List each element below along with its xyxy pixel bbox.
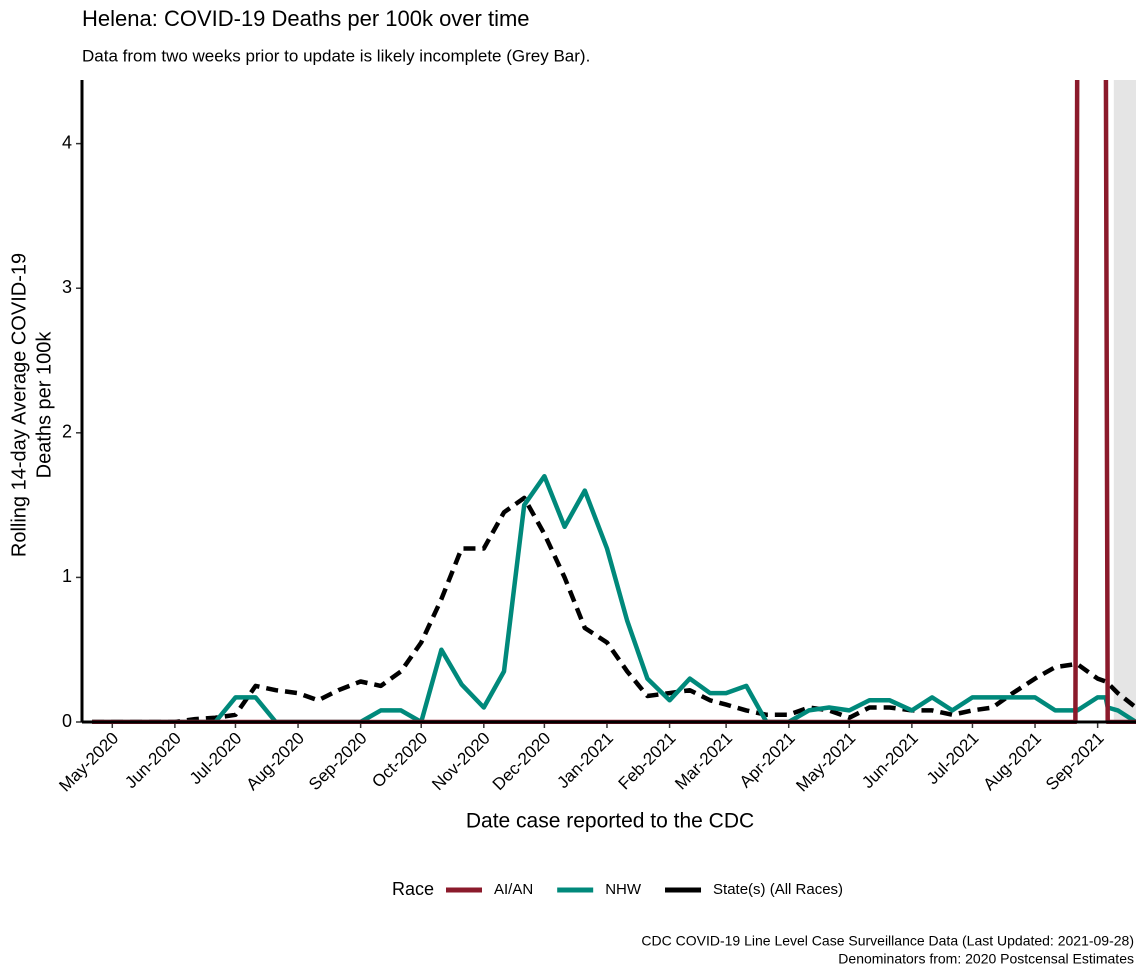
x-tick-label: Nov-2020 <box>428 729 494 795</box>
incomplete-region <box>1113 80 1136 722</box>
caption: CDC COVID-19 Line Level Case Surveillanc… <box>641 933 1134 949</box>
legend-label: NHW <box>605 881 642 898</box>
y-axis-label: Rolling 14-day Average COVID-19 <box>8 253 30 557</box>
x-tick-label: Sep-2020 <box>305 729 371 795</box>
x-tick-label: Jul-2020 <box>186 729 246 789</box>
y-tick-label: 1 <box>62 566 72 586</box>
x-tick-label: Oct-2020 <box>368 729 431 792</box>
x-tick-label: Sep-2021 <box>1042 729 1108 795</box>
x-tick-label: May-2020 <box>55 729 122 796</box>
legend-title: Race <box>392 879 434 899</box>
chart-subtitle: Data from two weeks prior to update is l… <box>82 46 590 65</box>
y-tick-label: 2 <box>62 422 72 442</box>
x-tick-label: Dec-2020 <box>489 729 555 795</box>
caption: Denominators from: 2020 Postcensal Estim… <box>838 951 1134 967</box>
x-axis-label: Date case reported to the CDC <box>466 810 754 833</box>
series-line <box>92 80 1136 724</box>
y-axis-label: Deaths per 100k <box>33 331 55 479</box>
x-tick-label: Aug-2020 <box>242 729 308 795</box>
y-tick-label: 4 <box>62 132 72 152</box>
x-tick-label: Jul-2021 <box>923 729 983 789</box>
chart-title: Helena: COVID-19 Deaths per 100k over ti… <box>82 6 530 31</box>
x-tick-label: Feb-2021 <box>615 729 680 794</box>
x-tick-label: Apr-2021 <box>736 729 799 792</box>
x-tick-label: Jan-2021 <box>553 729 617 793</box>
x-tick-label: Mar-2021 <box>671 729 736 794</box>
series-line <box>92 473 1136 724</box>
y-tick-label: 3 <box>62 277 72 297</box>
x-tick-label: Aug-2021 <box>979 729 1045 795</box>
series-line <box>92 495 1136 724</box>
legend-label: AI/AN <box>494 881 533 898</box>
x-tick-label: Jun-2021 <box>858 729 922 793</box>
legend-label: State(s) (All Races) <box>713 881 843 898</box>
y-tick-label: 0 <box>62 711 72 731</box>
x-tick-label: May-2021 <box>792 729 859 796</box>
plot-lines <box>92 80 1136 724</box>
x-tick-label: Jun-2020 <box>121 729 185 793</box>
